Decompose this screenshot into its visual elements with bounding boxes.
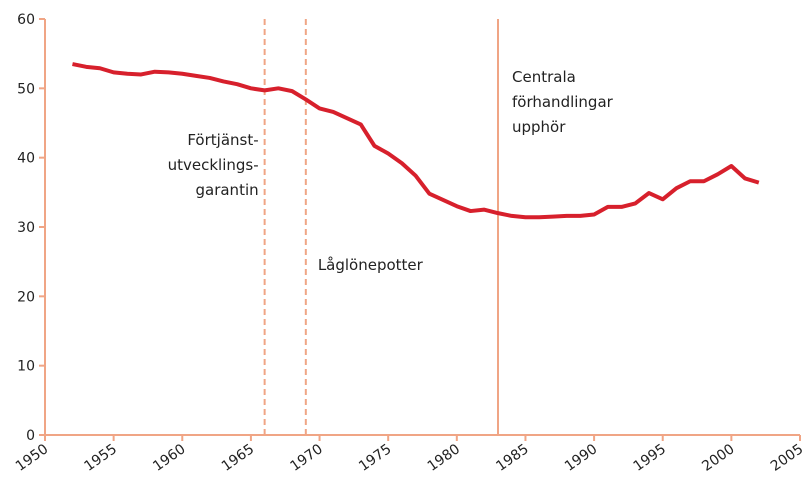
annotation-text: Förtjänst- — [187, 131, 258, 149]
x-tick-label: 1985 — [493, 441, 531, 475]
y-tick-label: 0 — [26, 428, 35, 444]
x-tick-label: 1970 — [287, 441, 325, 475]
x-tick-label: 1975 — [356, 441, 394, 475]
y-tick-label: 30 — [17, 220, 35, 236]
x-tick-label: 1950 — [13, 441, 51, 475]
y-tick-label: 20 — [17, 289, 35, 305]
annotation-text: Centrala — [512, 68, 576, 86]
x-tick-label: 2000 — [699, 441, 737, 475]
x-tick-label: 1960 — [150, 441, 188, 475]
annotation-text: utvecklings- — [168, 156, 259, 174]
x-tick-label: 1990 — [562, 441, 600, 475]
annotation-text: Låglönepotter — [318, 256, 424, 274]
x-tick-label: 1955 — [82, 441, 120, 475]
y-tick-label: 40 — [17, 151, 35, 167]
annotation-text: förhandlingar — [512, 93, 614, 111]
annotation-text: garantin — [195, 181, 258, 199]
x-tick-label: 1965 — [219, 441, 257, 475]
data-line — [72, 62, 760, 220]
y-tick-label: 60 — [17, 12, 35, 28]
x-tick-label: 1980 — [425, 441, 463, 475]
y-tick-label: 10 — [17, 359, 35, 375]
annotation-text: upphör — [512, 118, 566, 136]
y-tick-label: 50 — [17, 81, 35, 97]
x-tick-label: 1995 — [631, 441, 669, 475]
x-tick-label: 2005 — [768, 441, 802, 475]
